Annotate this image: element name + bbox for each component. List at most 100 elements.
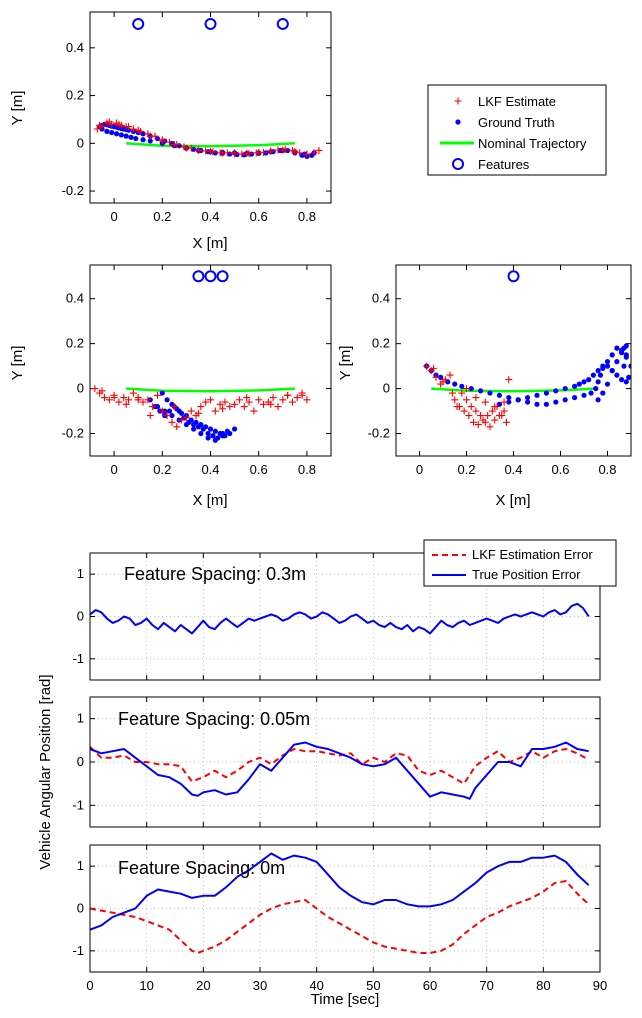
lkf-estimate-point: [448, 389, 456, 397]
ground-truth-point: [438, 374, 444, 380]
ground-truth-point: [487, 390, 493, 396]
lkf-estimate-point: [207, 396, 214, 404]
plot-content: [423, 270, 631, 431]
x-tick-label: 0: [110, 462, 117, 477]
feature-marker: [132, 17, 145, 30]
x-tick-label: 0.4: [504, 462, 522, 477]
ground-truth-point: [534, 401, 540, 407]
legend-label: LKF Estimation Error: [472, 547, 593, 562]
ground-truth-point: [128, 134, 134, 140]
ground-truth-point: [581, 392, 587, 398]
lkf-estimate-point: [146, 412, 154, 420]
x-tick-label: 30: [253, 978, 267, 993]
lkf-estimate-point: [446, 371, 454, 379]
lkf-estimate-point: [465, 412, 473, 420]
lkf-estimate-point: [474, 421, 482, 429]
lkf-estimate-point: [216, 400, 224, 408]
lkf-estimate-point: [463, 385, 470, 393]
lkf-estimate-point: [472, 407, 480, 415]
ground-truth-point: [623, 352, 629, 358]
lkf-estimate-point: [291, 148, 299, 156]
ground-truth-point: [553, 399, 559, 405]
ground-truth-point: [515, 397, 521, 403]
ground-truth-point: [590, 372, 597, 378]
lkf-estimate-point: [505, 376, 513, 384]
x-tick-label: 0: [86, 978, 93, 993]
ground-truth-point: [452, 381, 458, 387]
lkf-estimate-point: [240, 403, 248, 411]
y-axis-label: Y [m]: [337, 346, 354, 381]
ground-truth-point: [140, 131, 146, 137]
y-tick-label: 1: [77, 858, 84, 873]
lkf-estimate-point: [477, 412, 485, 420]
lkf-estimate-point: [173, 423, 181, 431]
plot-area: [396, 265, 631, 456]
lkf-estimate-point: [260, 400, 268, 408]
ground-truth-point: [609, 368, 615, 374]
lkf-estimate-point: [267, 147, 275, 155]
y-tick-label: -1: [72, 797, 84, 812]
ground-truth-point: [468, 385, 474, 392]
ground-truth-point: [619, 350, 625, 356]
x-tick-label: 0.6: [250, 462, 268, 477]
ground-truth-point: [104, 128, 110, 134]
lkf-estimate-point: [500, 398, 508, 406]
lkf-estimate-point: [144, 396, 152, 404]
ground-truth-point: [113, 131, 120, 137]
y-tick-label: -0.2: [368, 426, 390, 441]
lkf-estimate-point: [149, 403, 157, 411]
panel-traj-mid-left: -0.2 0 0.2 0.4 0 0.2 0.4 0.6 0.8 X [m] Y [m]: [9, 264, 332, 509]
ground-truth-point: [123, 133, 129, 139]
ground-truth-point: [614, 359, 620, 365]
ground-truth-point: [125, 127, 132, 133]
ground-truth-point: [626, 374, 631, 380]
ground-truth-point: [506, 399, 512, 405]
ground-truth-point: [459, 383, 465, 389]
ground-truth-point: [109, 129, 115, 136]
lkf-estimate-point: [460, 407, 468, 415]
y-axis-label: Vehicle Angular Position [rad]: [37, 674, 54, 869]
lkf-estimate-point: [105, 396, 113, 404]
true-position-error-line: [90, 602, 590, 635]
y-axis-label: Y [m]: [9, 346, 26, 381]
plot-content: [90, 741, 590, 800]
ground-truth-point: [203, 424, 209, 430]
lkf-estimate-point: [284, 391, 292, 399]
x-tick-label: 40: [309, 978, 323, 993]
lkf-estimate-point: [484, 412, 492, 420]
legend-label: Features: [478, 157, 530, 172]
x-tick-label: 10: [139, 978, 153, 993]
lkf-estimate-point: [430, 364, 438, 372]
ground-truth-point: [133, 135, 139, 142]
lkf-estimate-point: [274, 403, 282, 411]
ground-truth-point: [623, 379, 629, 385]
lkf-estimate-point: [158, 407, 166, 415]
x-tick-label: 0: [110, 209, 117, 224]
y-tick-label: 1: [77, 566, 84, 581]
ground-truth-point: [178, 410, 185, 416]
y-tick-label: -0.2: [62, 426, 84, 441]
lkf-estimate-point: [219, 405, 227, 413]
ground-truth-point: [205, 435, 211, 441]
x-tick-label: 60: [423, 978, 437, 993]
ground-truth-point: [525, 394, 531, 401]
plot-area: [90, 265, 331, 456]
lkf-estimation-error-line: [90, 746, 590, 785]
ground-truth-point: [174, 406, 180, 412]
lkf-estimate-point: [250, 407, 258, 415]
lkf-estimate-point: [472, 394, 480, 402]
lkf-estimate-point: [488, 407, 496, 415]
plot-frame: [89, 11, 332, 204]
lkf-estimate-point: [221, 398, 229, 406]
ground-truth-point: [478, 388, 484, 394]
y-tick-label: -1: [72, 651, 84, 666]
y-tick-label: 1: [77, 711, 84, 726]
plot-content: [91, 270, 311, 443]
ground-truth-point: [593, 385, 599, 392]
ground-truth-point: [219, 433, 226, 439]
legend-label: LKF Estimate: [478, 94, 556, 109]
lkf-estimate-point: [115, 398, 123, 406]
true-position-error-line: [90, 852, 590, 931]
